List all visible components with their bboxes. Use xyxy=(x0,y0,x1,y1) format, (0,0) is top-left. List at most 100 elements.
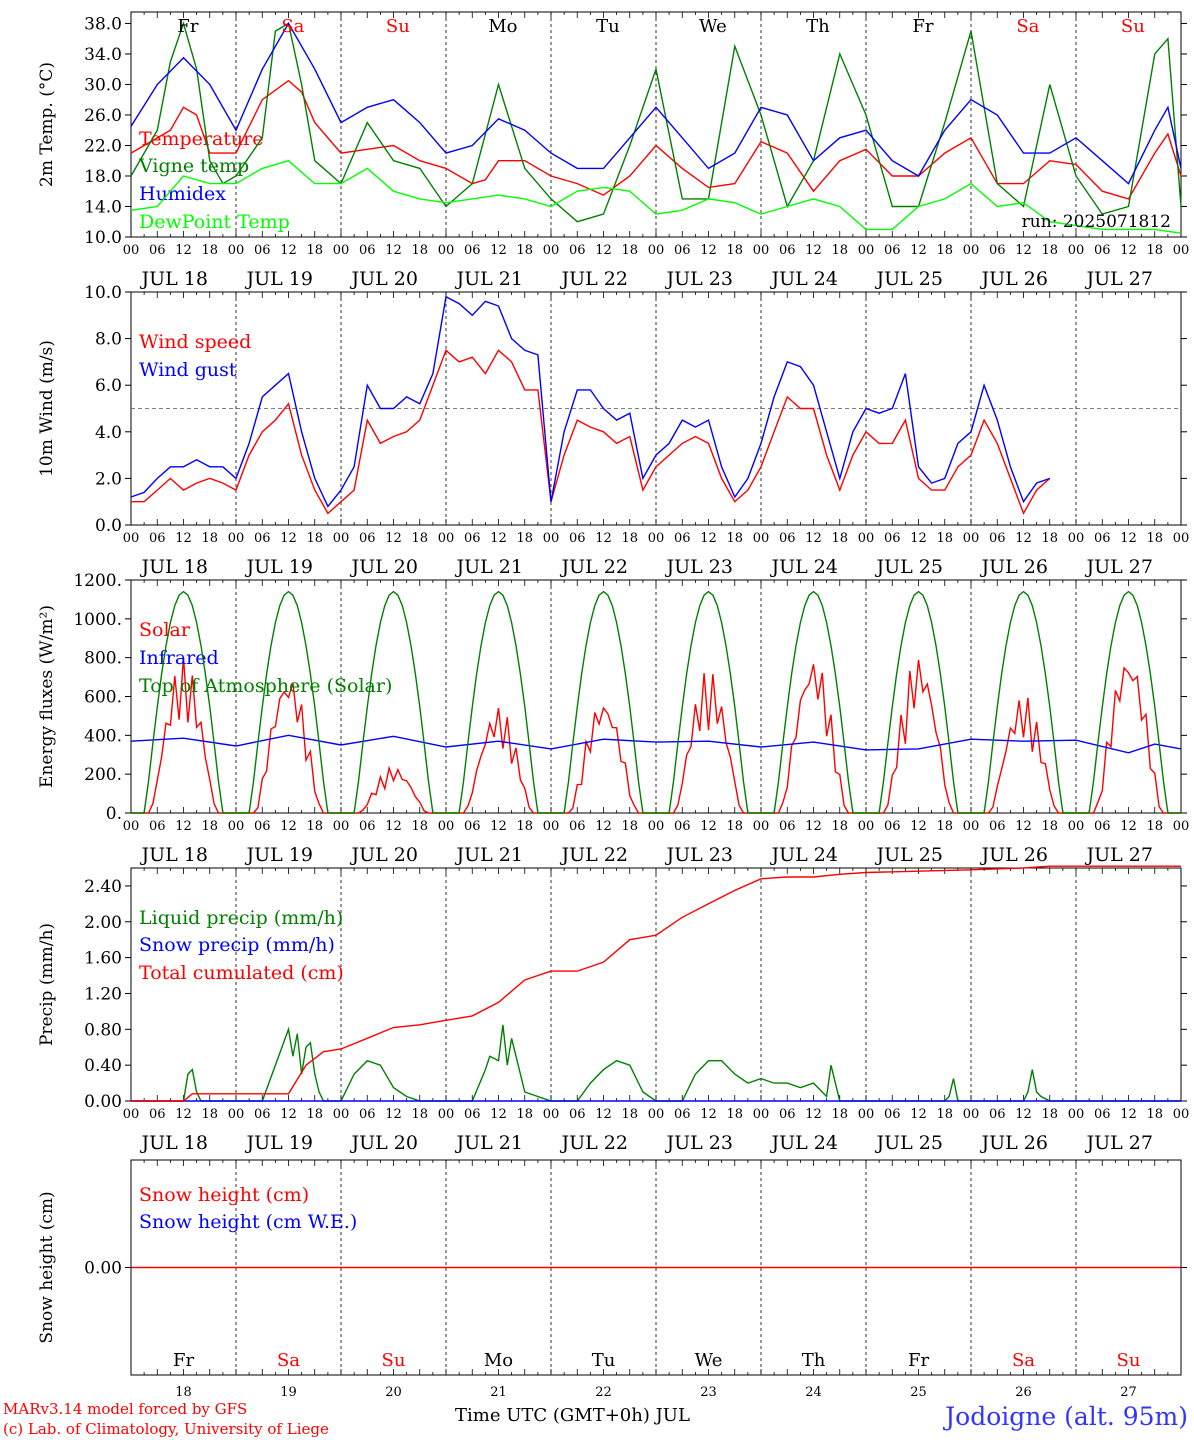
hour-tick-label: 12 xyxy=(595,1107,612,1122)
hour-tick-label: 06 xyxy=(779,531,796,546)
y-tick-label: 2.0 xyxy=(95,469,122,489)
hour-tick-label: 00 xyxy=(858,1107,875,1122)
date-label: JUL 19 xyxy=(245,1132,313,1154)
hour-tick-label: 12 xyxy=(175,819,192,834)
legend-entry: Snow height (cm W.E.) xyxy=(139,1211,357,1233)
hour-tick-label: 00 xyxy=(543,1107,560,1122)
hour-tick-label: 00 xyxy=(1068,1107,1085,1122)
hour-tick-label: 18 xyxy=(306,243,323,258)
hour-tick-label: 00 xyxy=(753,243,770,258)
y-tick-label: 0.0 xyxy=(95,516,122,536)
hour-tick-label: 18 xyxy=(1146,1107,1163,1122)
legend-entry: Vigne temp xyxy=(138,155,249,177)
hour-tick-label: 12 xyxy=(175,243,192,258)
day-number-label: 24 xyxy=(805,1385,822,1400)
hour-tick-label: 06 xyxy=(884,531,901,546)
hour-tick-label: 06 xyxy=(989,1107,1006,1122)
hour-tick-label: 12 xyxy=(805,243,822,258)
date-label: JUL 26 xyxy=(980,1132,1048,1154)
hour-tick-label: 06 xyxy=(359,531,376,546)
hour-tick-label: 06 xyxy=(254,819,271,834)
legend-entry: Top of Atmosphere (Solar) xyxy=(139,675,392,697)
hour-tick-label: 18 xyxy=(516,1107,533,1122)
hour-tick-label: 06 xyxy=(989,531,1006,546)
hour-tick-label: 12 xyxy=(910,1107,927,1122)
hour-tick-label: 12 xyxy=(910,531,927,546)
hour-tick-label: 00 xyxy=(1173,1107,1190,1122)
hour-tick-label: 00 xyxy=(543,531,560,546)
series-line-wind-gust xyxy=(130,295,1051,508)
hour-tick-label: 06 xyxy=(1094,1107,1111,1122)
model-credit: MARv3.14 model forced by GFS xyxy=(3,1400,248,1418)
series-line-wind-speed xyxy=(131,349,1051,516)
hour-tick-label: 18 xyxy=(831,531,848,546)
hour-tick-label: 18 xyxy=(1041,243,1058,258)
station-name: Jodoigne (alt. 95m) xyxy=(945,1402,1188,1431)
hour-tick-label: 00 xyxy=(1068,531,1085,546)
meteogram-chart: 10.0 14.0 18.0 22.0 26.0 30.0 34.0 38.0 2m Temp.… xyxy=(37,11,1190,1400)
hour-tick-label: 18 xyxy=(411,243,428,258)
hour-tick-label: 00 xyxy=(1068,819,1085,834)
day-number-label: 22 xyxy=(595,1385,612,1400)
hour-tick-label: 12 xyxy=(385,1107,402,1122)
date-label: JUL 24 xyxy=(770,844,838,866)
weekday-label: Su xyxy=(382,1350,406,1371)
hour-tick-label: 06 xyxy=(884,819,901,834)
weekday-label: Fr xyxy=(177,16,198,37)
hour-tick-label: 00 xyxy=(858,531,875,546)
hour-tick-label: 06 xyxy=(674,531,691,546)
hour-tick-label: 12 xyxy=(175,531,192,546)
hour-tick-label: 06 xyxy=(464,243,481,258)
hour-tick-label: 18 xyxy=(1146,243,1163,258)
day-number-label: 21 xyxy=(490,1385,507,1400)
series-line-dewpoint-temp xyxy=(130,159,1182,234)
hour-tick-label: 00 xyxy=(228,243,245,258)
weekday-label: We xyxy=(699,16,727,37)
date-label: JUL 25 xyxy=(875,844,943,866)
date-label: JUL 23 xyxy=(665,1132,733,1154)
weekday-label: Sa xyxy=(281,16,304,37)
hour-tick-label: 12 xyxy=(175,1107,192,1122)
y-tick-label: 0.00 xyxy=(84,1092,122,1112)
hour-tick-label: 06 xyxy=(569,531,586,546)
y-tick-label: 1000. xyxy=(73,610,122,630)
hour-tick-label: 18 xyxy=(306,531,323,546)
weekday-label: Su xyxy=(1121,16,1145,37)
hour-tick-label: 00 xyxy=(648,819,665,834)
date-label: JUL 27 xyxy=(1085,844,1153,866)
day-number-label: 19 xyxy=(280,1385,297,1400)
weekday-label: Sa xyxy=(1016,16,1039,37)
hour-tick-label: 06 xyxy=(464,1107,481,1122)
date-label: JUL 18 xyxy=(140,556,208,578)
date-label: JUL 25 xyxy=(875,556,943,578)
panel-energy: 0. 200. 400. 600. 800. 1000. 1200. Energy fluxe… xyxy=(37,571,1189,866)
weekday-label: Tu xyxy=(596,16,620,37)
y-tick-label: 800. xyxy=(84,649,122,669)
hour-tick-label: 18 xyxy=(726,243,743,258)
hour-tick-label: 12 xyxy=(385,531,402,546)
date-label: JUL 21 xyxy=(455,844,523,866)
date-label: JUL 18 xyxy=(140,268,208,290)
hour-tick-label: 06 xyxy=(674,819,691,834)
hour-tick-label: 00 xyxy=(753,531,770,546)
hour-tick-label: 06 xyxy=(149,1107,166,1122)
hour-tick-label: 18 xyxy=(831,1107,848,1122)
hour-tick-label: 12 xyxy=(805,819,822,834)
hour-tick-label: 00 xyxy=(438,243,455,258)
series-line-vigne-temp xyxy=(130,21,1182,223)
day-number-label: 23 xyxy=(700,1385,717,1400)
time-axis-label: Time UTC (GMT+0h) JUL xyxy=(455,1405,690,1426)
panel-snow: 0.00 Snow height (cm) Snow height (cm) Snow… xyxy=(37,1159,1187,1400)
hour-tick-label: 06 xyxy=(1094,243,1111,258)
hour-tick-label: 18 xyxy=(201,243,218,258)
hour-tick-label: 00 xyxy=(648,1107,665,1122)
hour-tick-label: 06 xyxy=(569,819,586,834)
hour-tick-label: 00 xyxy=(438,819,455,834)
legend-entry: Wind speed xyxy=(139,331,251,353)
hour-tick-label: 12 xyxy=(805,1107,822,1122)
weekday-label: Sa xyxy=(277,1350,300,1371)
date-label: JUL 19 xyxy=(245,844,313,866)
hour-tick-label: 00 xyxy=(333,243,350,258)
hour-tick-label: 00 xyxy=(858,819,875,834)
y-tick-label: 200. xyxy=(84,765,122,785)
